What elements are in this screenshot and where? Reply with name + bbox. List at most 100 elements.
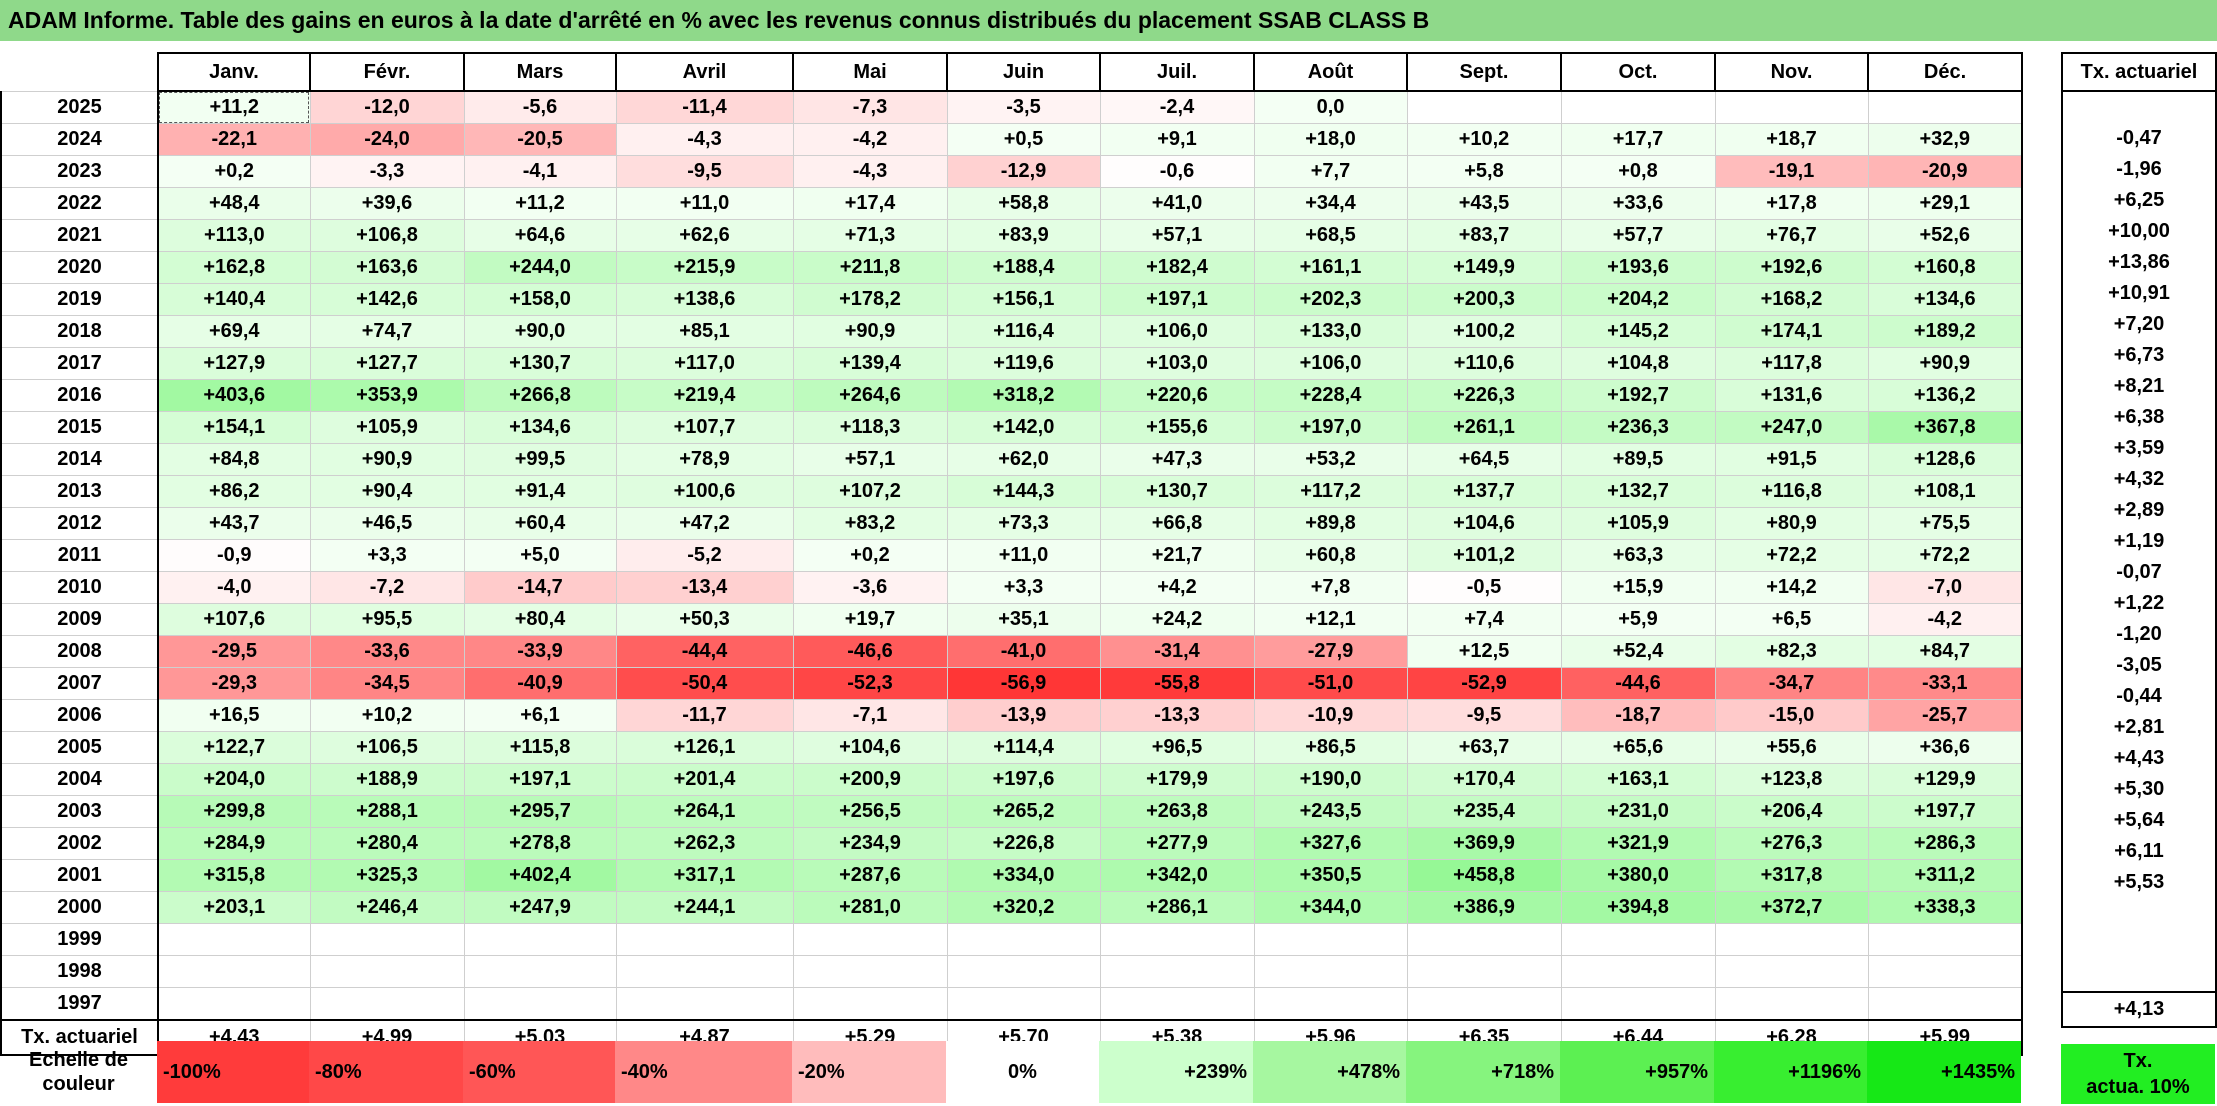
gain-cell: -7,1 [792, 699, 948, 732]
gain-cell: +18,7 [1714, 123, 1869, 156]
rate-body: -0,47 -1,96 +6,25 +10,00 +13,86 +10,91 +7,20 +6… [2061, 91, 2217, 992]
month-header: Avril [615, 52, 794, 92]
year-rate-cell: +1,19 [2061, 526, 2217, 557]
gain-cell: +17,7 [1560, 123, 1716, 156]
gain-cell: +66,8 [1099, 507, 1255, 540]
gain-cell: -0,9 [157, 539, 311, 572]
year-label: 1999 [0, 923, 159, 956]
gain-cell: +75,5 [1867, 507, 2023, 540]
year-label: 2018 [0, 315, 159, 348]
gain-cell: 0,0 [1253, 90, 1408, 124]
gain-cell: +62,6 [615, 219, 794, 252]
gain-cell: +134,6 [463, 411, 617, 444]
gain-cell: +256,5 [792, 795, 948, 828]
gain-cell: +160,8 [1867, 251, 2023, 284]
year-row: 2003 +299,8 +288,1 +295,7 +264,1 +256,5 +265,2… [0, 795, 2023, 828]
month-header: Mars [463, 52, 617, 92]
gain-cell: -13,3 [1099, 699, 1255, 732]
gain-cell: -20,9 [1867, 155, 2023, 188]
gain-cell: -3,5 [946, 90, 1101, 124]
year-label: 2016 [0, 379, 159, 412]
year-row: 2000 +203,1 +246,4 +247,9 +244,1 +281,0 +320,2… [0, 891, 2023, 924]
gain-cell [1560, 955, 1716, 988]
gain-cell: +36,6 [1867, 731, 2023, 764]
gain-cell: +266,8 [463, 379, 617, 412]
gain-cell: -55,8 [1099, 667, 1255, 700]
month-header: Juil. [1099, 52, 1255, 92]
gain-cell: +188,4 [946, 251, 1101, 284]
gain-cell: +106,8 [309, 219, 465, 252]
gain-cell [1099, 987, 1255, 1021]
year-row: 1999 [0, 923, 2023, 956]
color-scale-legend: Echelle de couleur -100% -80% -60% -40% -20%… [0, 1041, 2021, 1103]
gain-cell: +43,7 [157, 507, 311, 540]
legend-step: -60% [463, 1041, 615, 1103]
gain-cell: -4,1 [463, 155, 617, 188]
gain-cell: +178,2 [792, 283, 948, 316]
gain-cell: +84,8 [157, 443, 311, 476]
gain-cell: +57,1 [1099, 219, 1255, 252]
year-row: 2019 +140,4 +142,6 +158,0 +138,6 +178,2 +156,1… [0, 283, 2023, 316]
gain-cell: +320,2 [946, 891, 1101, 924]
year-row: 2020 +162,8 +163,6 +244,0 +215,9 +211,8 +188,4… [0, 251, 2023, 284]
gain-cell: +244,1 [615, 891, 794, 924]
gain-cell: +163,1 [1560, 763, 1716, 796]
gain-cell: -3,6 [792, 571, 948, 604]
gain-cell [1406, 90, 1562, 124]
gain-cell: +69,4 [157, 315, 311, 348]
gain-cell: +380,0 [1560, 859, 1716, 892]
gain-cell: +145,2 [1560, 315, 1716, 348]
year-rate-cell: +1,22 [2061, 588, 2217, 619]
year-rate-cell [2061, 898, 2217, 929]
gain-cell: +53,2 [1253, 443, 1408, 476]
gain-cell: +174,1 [1714, 315, 1869, 348]
gain-cell: +295,7 [463, 795, 617, 828]
gain-cell: -27,9 [1253, 635, 1408, 668]
gain-cell: +261,1 [1406, 411, 1562, 444]
gain-cell: +138,6 [615, 283, 794, 316]
gain-cell: +11,2 [463, 187, 617, 220]
gain-cell: +315,8 [157, 859, 311, 892]
legend-step: +718% [1406, 1041, 1560, 1103]
gain-cell: +14,2 [1714, 571, 1869, 604]
month-header: Déc. [1867, 52, 2023, 92]
gain-cell: +136,2 [1867, 379, 2023, 412]
gain-cell: +158,0 [463, 283, 617, 316]
gain-cell: -56,9 [946, 667, 1101, 700]
gain-cell: +11,0 [615, 187, 794, 220]
gain-cell: +115,8 [463, 731, 617, 764]
gain-cell: +262,3 [615, 827, 794, 860]
gain-cell: +231,0 [1560, 795, 1716, 828]
gain-cell [1560, 923, 1716, 956]
gain-cell: +161,1 [1253, 251, 1408, 284]
gain-cell [1867, 90, 2023, 124]
gain-cell: +220,6 [1099, 379, 1255, 412]
year-row: 2013 +86,2 +90,4 +91,4 +100,6 +107,2 +144,3 +13… [0, 475, 2023, 508]
gain-cell: -19,1 [1714, 155, 1869, 188]
gain-cell: +116,8 [1714, 475, 1869, 508]
gain-cell: +201,4 [615, 763, 794, 796]
gain-cell: -11,4 [615, 90, 794, 124]
gain-cell: +96,5 [1099, 731, 1255, 764]
gain-cell: +344,0 [1253, 891, 1408, 924]
gain-cell: +72,2 [1714, 539, 1869, 572]
legend-step: +478% [1253, 1041, 1406, 1103]
gain-cell: +189,2 [1867, 315, 2023, 348]
gain-cell: +219,4 [615, 379, 794, 412]
gain-cell: +107,7 [615, 411, 794, 444]
gains-body: 2025 +11,2 -12,0 -5,6 -11,4 -7,3 -3,5 -2,4 0,0 20… [0, 90, 2023, 1021]
year-row: 2021 +113,0 +106,8 +64,6 +62,6 +71,3 +83,9 +57,… [0, 219, 2023, 252]
gain-cell: -4,0 [157, 571, 311, 604]
gain-cell: +215,9 [615, 251, 794, 284]
rate-column: Tx. actuariel -0,47 -1,96 +6,25 +10,00 +13,8… [2061, 52, 2217, 1028]
gain-cell: +74,7 [309, 315, 465, 348]
gain-cell [792, 987, 948, 1021]
month-header: Nov. [1714, 52, 1869, 92]
gain-cell: +182,4 [1099, 251, 1255, 284]
gain-cell [309, 987, 465, 1021]
gain-cell: +117,0 [615, 347, 794, 380]
gain-cell: -0,6 [1099, 155, 1255, 188]
gain-cell: +7,4 [1406, 603, 1562, 636]
gain-cell: -4,3 [615, 123, 794, 156]
gain-cell: +80,9 [1714, 507, 1869, 540]
